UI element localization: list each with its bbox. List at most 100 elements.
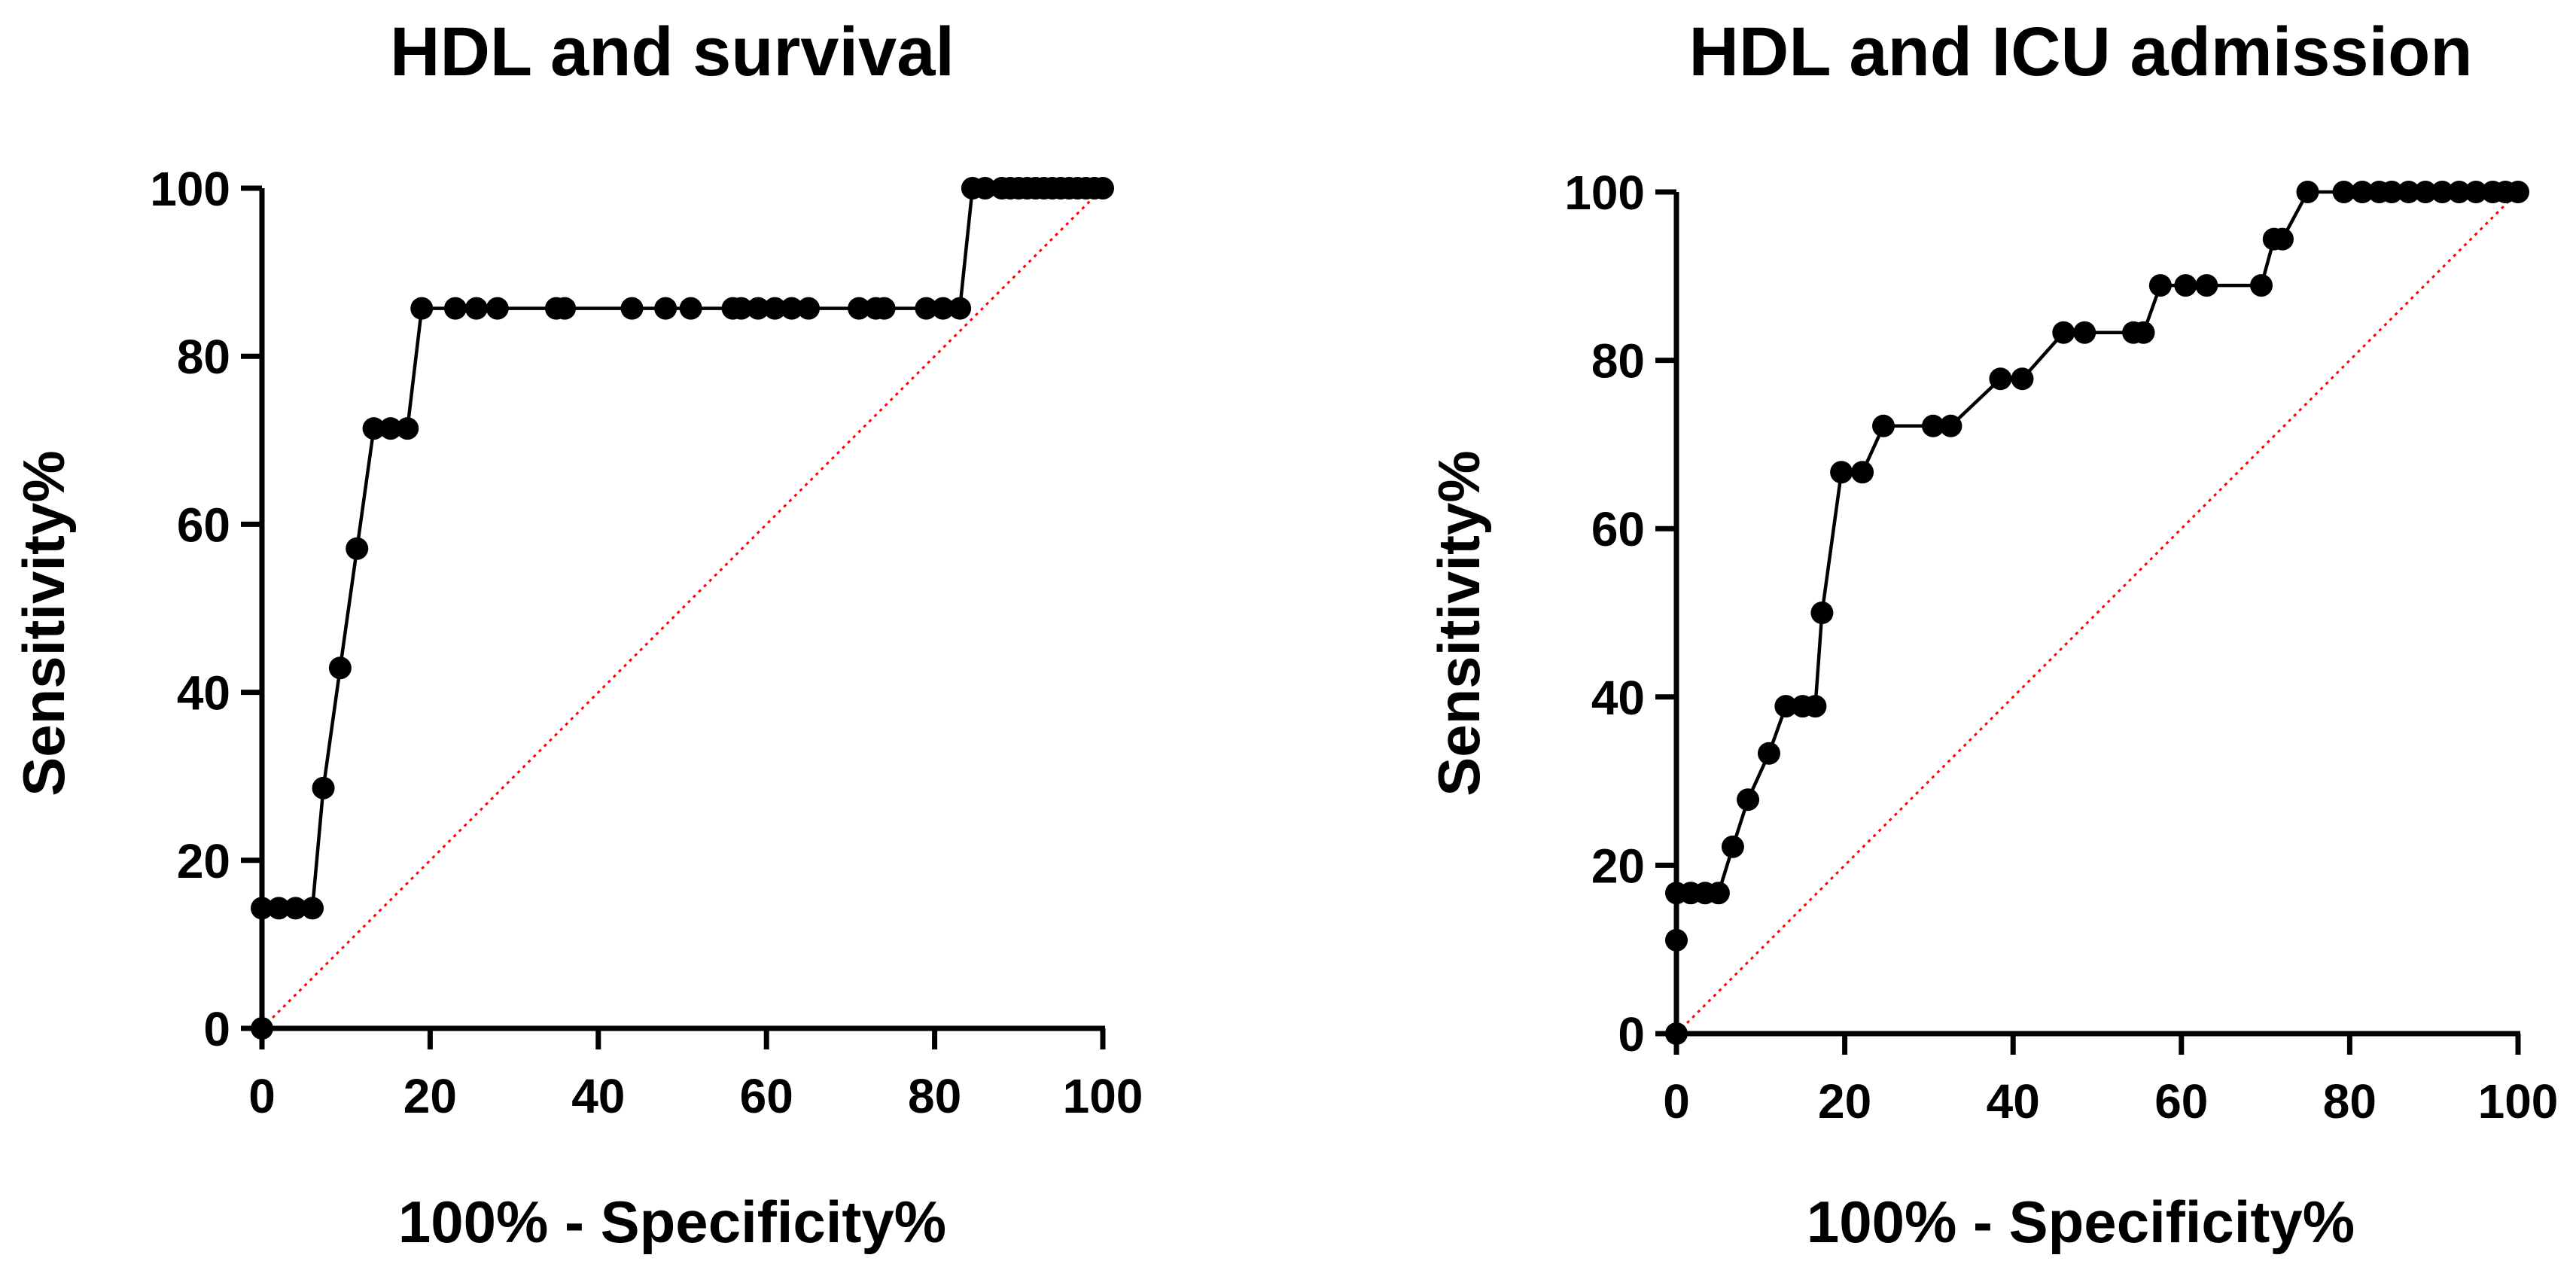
y-tick-label: 100 [150,162,230,216]
data-point [763,297,787,320]
x-axis-title: 100% - Specificity% [398,1189,946,1255]
data-point [1757,742,1780,765]
plot-area: 0 20 40 60 80 100 0 20 40 60 80 100 [150,162,1143,1123]
x-tick-label: 80 [908,1069,961,1123]
reference-line [1675,190,2520,1035]
data-point [2132,321,2155,344]
x-tick-label: 0 [248,1069,276,1123]
chart-title: HDL and ICU admission [1688,14,2472,90]
data-point [553,297,577,320]
data-point [915,297,938,320]
data-point [2011,367,2034,391]
data-point [284,897,307,920]
x-tick-label: 100 [1063,1069,1143,1123]
y-tick-label: 40 [177,666,230,720]
data-point [780,297,803,320]
plot-area: 0 20 40 60 80 100 0 20 40 60 80 100 [1564,166,2558,1128]
x-tick-label: 40 [1987,1074,2040,1128]
data-point [1830,461,1853,484]
data-point [312,776,335,800]
data-point [2073,321,2096,344]
data-point [2250,274,2273,297]
data-point [464,297,488,320]
data-point [2148,274,2172,297]
data-point [396,417,419,440]
data-point [328,656,352,680]
data-point [2052,321,2075,344]
data-point [2397,181,2420,203]
chart-title: HDL and survival [390,14,955,90]
y-axis-title: Sensitivity% [1426,450,1492,796]
data-point [654,297,677,320]
data-point [973,177,997,199]
y-tick-label: 0 [203,1002,230,1056]
data-point [729,297,753,320]
data-point [2414,181,2437,203]
chart-hdl-icu-admission: HDL and ICU admission 100% - Specificity… [1426,14,2558,1255]
data-point [1872,414,1895,437]
chart-hdl-survival: HDL and survival 100% - Specificity% Sen… [11,14,1143,1255]
data-point [362,417,385,440]
data-point [486,297,509,320]
data-point [1939,414,1962,437]
data-point [2351,181,2374,203]
data-point [948,297,972,320]
data-point [872,297,896,320]
x-tick-label: 20 [1818,1074,1871,1128]
data-point [1707,882,1730,905]
data-point [2431,181,2454,203]
y-tick-label: 40 [1591,671,1645,725]
data-point [410,297,434,320]
data-point [1774,695,1798,718]
data-point [2332,181,2355,203]
data-point [379,417,402,440]
x-tick-label: 0 [1663,1074,1690,1128]
data-point [2174,274,2197,297]
x-tick-label: 40 [571,1069,625,1123]
data-point [2296,181,2319,203]
x-tick-label: 60 [2154,1074,2208,1128]
data-point [797,297,821,320]
data-point [1804,695,1827,718]
data-point [679,297,702,320]
data-point [2507,181,2529,203]
x-tick-label: 60 [740,1069,793,1123]
data-point [1851,461,1874,484]
data-point [251,897,273,920]
x-tick-label: 80 [2323,1074,2377,1128]
x-tick-label: 20 [403,1069,457,1123]
data-point [2380,181,2404,203]
y-tick-label: 0 [1618,1007,1645,1061]
y-tick-label: 80 [1591,334,1645,388]
data-point [1810,602,1834,624]
data-point [443,297,467,320]
x-tick-label: 100 [2478,1074,2559,1128]
data-point [2270,227,2294,251]
data-point [931,297,955,320]
data-point [267,897,291,920]
data-point [301,897,324,920]
y-tick-label: 60 [1591,502,1645,556]
data-point [848,297,871,320]
data-point [251,1017,273,1040]
data-point [2195,274,2218,297]
data-point [747,297,770,320]
y-axis-title: Sensitivity% [11,450,77,796]
data-point [1665,1022,1688,1045]
reference-line [260,187,1104,1030]
y-tick-label: 100 [1564,166,1645,220]
data-point [1737,788,1760,812]
x-axis-title: 100% - Specificity% [1807,1189,2355,1255]
data-point [1921,414,1944,437]
data-point [2447,181,2471,203]
data-point [1989,367,2012,391]
y-tick-label: 80 [177,330,230,384]
data-point [620,297,644,320]
data-point [1665,928,1688,952]
data-point [1092,177,1114,199]
data-point [1721,835,1744,858]
data-point [346,537,369,560]
y-tick-label: 20 [1591,839,1645,893]
y-tick-label: 60 [177,498,230,552]
